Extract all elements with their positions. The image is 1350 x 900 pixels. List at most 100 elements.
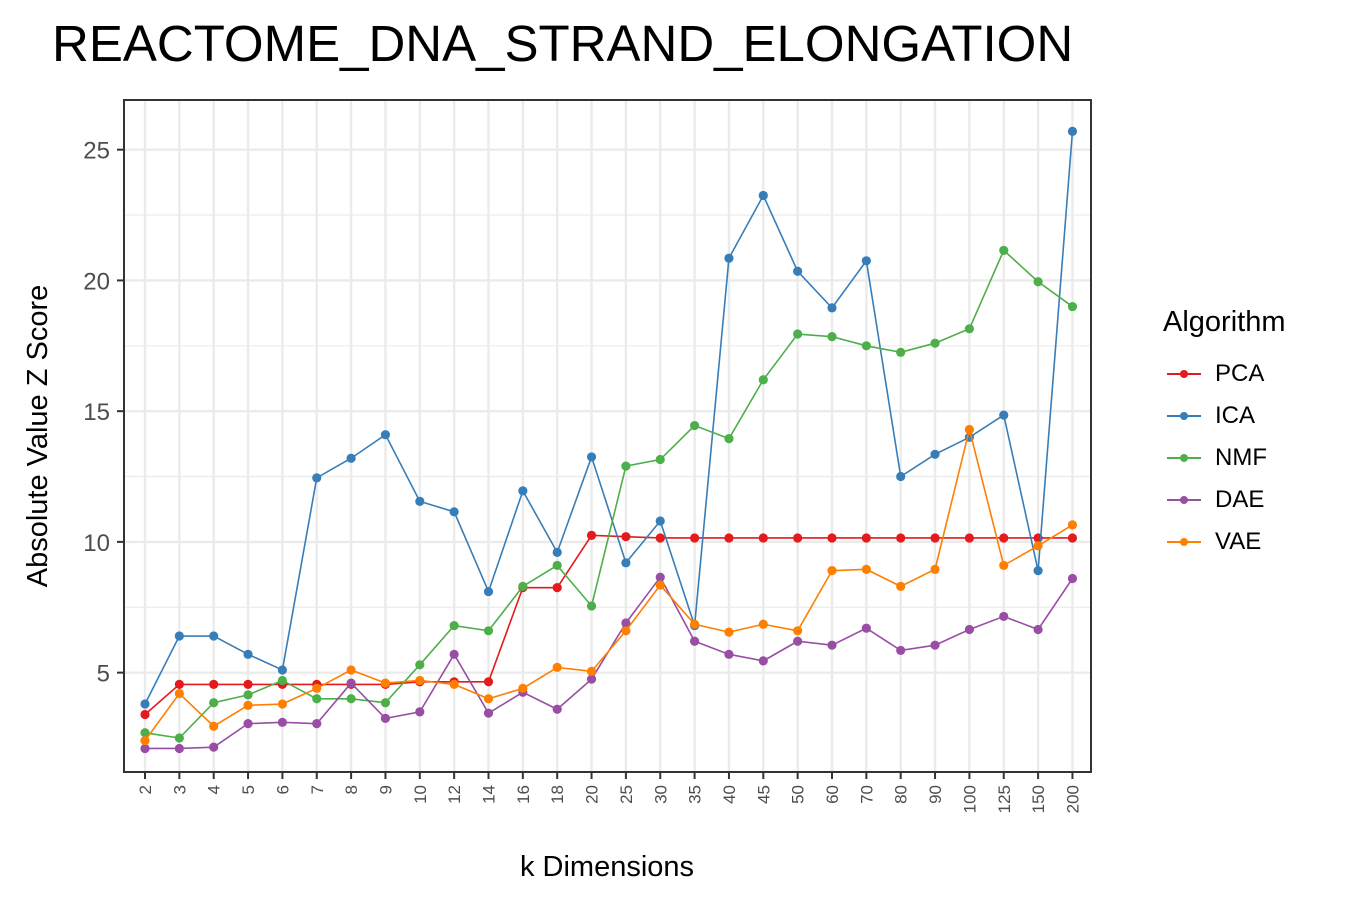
x-tick-label: 6 — [273, 785, 292, 794]
data-point-pca — [243, 679, 253, 690]
data-point-ica — [518, 486, 528, 496]
x-tick-label: 10 — [411, 785, 430, 804]
data-point-dae — [449, 649, 459, 659]
x-tick-label: 7 — [308, 785, 327, 794]
legend-item-nmf: NMF — [1163, 437, 1267, 479]
x-tick-label: 40 — [720, 785, 739, 804]
x-tick-label: 45 — [754, 785, 773, 804]
data-point-vae — [586, 666, 597, 676]
legend-label: NMF — [1215, 444, 1267, 471]
data-point-pca — [930, 533, 940, 543]
data-point-pca — [655, 533, 665, 543]
x-tick-label: 200 — [1063, 785, 1082, 813]
data-point-ica — [346, 453, 356, 463]
data-point-nmf — [964, 324, 975, 334]
data-point-dae — [930, 640, 940, 650]
data-point-ica — [827, 303, 837, 313]
legend-label: DAE — [1215, 486, 1265, 513]
data-point-nmf — [277, 675, 287, 686]
data-point-vae — [724, 627, 734, 637]
data-point-dae — [415, 707, 425, 717]
data-point-pca — [621, 532, 631, 542]
data-point-dae — [896, 645, 906, 656]
data-point-nmf — [518, 581, 528, 591]
x-tick-label: 80 — [892, 785, 911, 804]
legend-key — [1163, 395, 1205, 437]
data-point-pca — [483, 677, 494, 687]
data-point-ica — [1067, 126, 1078, 136]
data-point-nmf — [793, 329, 803, 339]
data-point-ica — [655, 516, 665, 526]
data-point-pca — [999, 533, 1009, 543]
data-point-dae — [277, 717, 287, 727]
data-point-dae — [621, 618, 631, 628]
data-point-ica — [896, 471, 906, 482]
x-tick-label: 8 — [342, 785, 361, 794]
data-point-dae — [552, 704, 562, 714]
x-tick-label: 4 — [205, 785, 224, 794]
data-point-nmf — [140, 728, 150, 738]
legend-key — [1163, 353, 1205, 395]
series-layer — [140, 126, 1078, 754]
x-tick-label: 2 — [136, 785, 155, 794]
series-ica — [140, 126, 1078, 709]
legend-key — [1163, 521, 1205, 563]
data-point-nmf — [930, 338, 940, 348]
data-point-nmf — [209, 698, 219, 708]
x-tick-label: 60 — [823, 785, 842, 804]
data-point-vae — [793, 626, 803, 636]
data-point-pca — [1067, 533, 1078, 543]
legend-label: PCA — [1215, 360, 1265, 387]
data-point-vae — [655, 580, 665, 590]
data-point-dae — [1067, 573, 1078, 584]
data-point-pca — [896, 533, 906, 543]
data-point-nmf — [174, 733, 184, 743]
data-point-ica — [312, 473, 322, 483]
data-point-ica — [999, 410, 1009, 420]
legend-label: ICA — [1215, 402, 1256, 429]
data-point-pca — [174, 679, 184, 690]
series-line-ica — [144, 131, 1074, 705]
x-tick-label: 20 — [583, 785, 602, 804]
y-tick-label: 15 — [83, 399, 110, 426]
data-point-vae — [1067, 520, 1078, 530]
x-tick-label: 100 — [960, 785, 979, 813]
data-point-ica — [1033, 566, 1043, 576]
data-point-vae — [930, 564, 940, 574]
chart-title: REACTOME_DNA_STRAND_ELONGATION — [52, 15, 1074, 72]
data-point-vae — [964, 424, 975, 435]
legend-key — [1163, 437, 1205, 479]
legend: Algorithm PCA ICA NMF DAE VAE — [1163, 304, 1286, 555]
data-point-dae — [758, 656, 768, 666]
data-point-vae — [896, 581, 906, 591]
data-point-pca — [724, 533, 734, 543]
data-point-dae — [964, 624, 975, 635]
data-point-dae — [827, 640, 837, 650]
data-point-nmf — [449, 620, 459, 631]
data-point-ica — [449, 507, 459, 517]
y-axis-label: Absolute Value Z Score — [22, 285, 54, 588]
data-point-nmf — [380, 698, 391, 708]
data-point-dae — [140, 743, 150, 754]
data-point-nmf — [827, 332, 837, 342]
data-point-vae — [861, 564, 871, 574]
data-point-nmf — [861, 341, 871, 351]
data-point-vae — [140, 736, 150, 746]
data-point-nmf — [346, 694, 356, 704]
x-tick-label: 9 — [376, 785, 395, 794]
data-point-vae — [346, 665, 356, 675]
data-point-dae — [209, 742, 219, 752]
data-point-pca — [964, 533, 975, 543]
data-point-ica — [930, 449, 940, 459]
data-point-vae — [415, 675, 425, 686]
x-tick-label: 3 — [170, 785, 189, 794]
data-point-dae — [243, 719, 253, 729]
x-tick-label: 125 — [995, 785, 1014, 813]
data-point-pca — [552, 583, 562, 593]
data-point-pca — [140, 709, 150, 720]
data-point-nmf — [1033, 277, 1043, 287]
data-point-pca — [793, 533, 803, 543]
data-point-dae — [999, 611, 1009, 622]
legend-item-pca: PCA — [1163, 353, 1264, 395]
